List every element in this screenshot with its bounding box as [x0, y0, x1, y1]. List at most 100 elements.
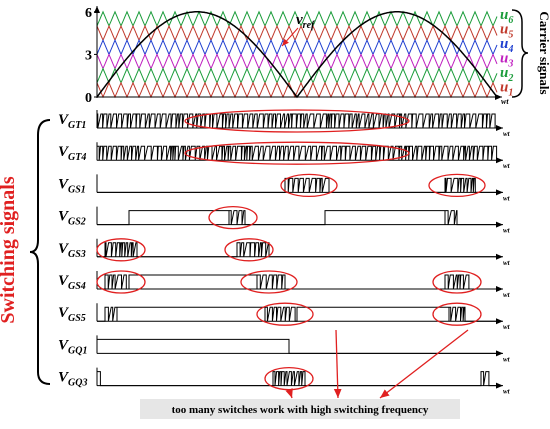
signal-label: VGS4 — [58, 273, 86, 292]
signal-label-sub: GT4 — [68, 152, 86, 163]
y-tick-label: 3 — [85, 48, 92, 63]
carrier-wave — [96, 38, 498, 56]
carrier-wave — [96, 81, 498, 99]
signal-label-sub: GS3 — [68, 249, 86, 260]
highlight — [208, 205, 258, 230]
reference-label: vref — [296, 12, 316, 31]
carrier-wave — [96, 67, 498, 85]
signal-label-main: V — [58, 273, 70, 289]
signal-label: VGQ3 — [58, 370, 87, 389]
pulse-train — [97, 177, 497, 193]
signal-label: VGS1 — [58, 176, 86, 195]
carrier-label-main: u — [500, 7, 508, 23]
pulse-train — [97, 306, 497, 322]
carrier-title: Carrier signals — [537, 11, 550, 94]
highlight — [256, 302, 314, 326]
axis-label: wt — [503, 323, 511, 331]
axis-label: wt — [503, 291, 511, 299]
carrier-label-sub: 6 — [508, 15, 513, 26]
highlight — [96, 238, 146, 262]
carrier-label-main: u — [500, 22, 508, 38]
signal-label-sub: GQ1 — [68, 345, 87, 356]
axis-label: wt — [501, 97, 509, 106]
signal-label: VGS5 — [58, 305, 86, 324]
carrier-label: u3 — [500, 51, 513, 70]
pulse-train — [97, 210, 497, 226]
carrier-label-main: u — [500, 65, 508, 81]
highlight — [432, 270, 482, 294]
highlight — [428, 173, 486, 198]
annotation-box — [140, 399, 460, 419]
right-brace — [511, 9, 529, 98]
annotation: too many switches work with high switchi… — [172, 404, 429, 416]
carrier-label: u6 — [500, 7, 513, 26]
highlight — [184, 141, 410, 165]
pulse-train — [96, 113, 497, 129]
switching-rows: VGT1wtVGT4wtVGS1wtVGS2wtVGS3wtVGS4wtVGS5… — [58, 109, 511, 399]
y-tick-label: 6 — [85, 6, 92, 21]
axis-label: wt — [503, 388, 511, 396]
carrier-label-sub: 2 — [507, 73, 513, 84]
carrier-label-sub: 5 — [508, 30, 513, 41]
left-brace — [29, 119, 51, 385]
signal-label: VGS3 — [58, 241, 86, 260]
signal-label-main: V — [58, 337, 70, 353]
signal-label-main: V — [58, 241, 70, 257]
pulse-train — [96, 145, 498, 161]
carrier-label: u2 — [500, 65, 513, 84]
signal-label-sub: GS4 — [68, 281, 86, 292]
signal-label-sub: GT1 — [68, 120, 86, 131]
axis-label: wt — [503, 355, 511, 363]
carrier-wave — [96, 24, 498, 42]
pulse-train — [97, 242, 497, 258]
reference-label-main: v — [296, 12, 303, 28]
carrier-label-main: u — [500, 51, 508, 67]
signal-label-main: V — [58, 176, 70, 192]
signal-label: VGS2 — [58, 209, 86, 228]
highlight — [240, 270, 298, 294]
carrier-label: u4 — [500, 36, 513, 55]
signal-label-sub: GS2 — [68, 217, 86, 228]
signal-label-sub: GS5 — [68, 313, 86, 324]
highlight — [264, 366, 314, 391]
axis-label: wt — [503, 227, 511, 235]
highlight — [184, 109, 410, 133]
highlight — [432, 302, 482, 326]
axis-label: wt — [503, 130, 511, 138]
y-tick-label: 0 — [85, 91, 92, 106]
pulse-train — [96, 371, 497, 387]
annotation-arrow — [285, 388, 293, 399]
carrier-label-sub: 1 — [508, 88, 513, 99]
signal-label: VGQ1 — [58, 337, 87, 356]
highlight — [96, 270, 146, 294]
signal-label: VGT4 — [58, 144, 86, 163]
axis-label: wt — [503, 259, 511, 267]
signal-label: VGT1 — [58, 112, 86, 131]
carrier-wave — [96, 53, 498, 70]
reference-arrow — [281, 27, 299, 47]
signal-label-main: V — [58, 112, 70, 128]
carrier-label: u1 — [500, 80, 513, 99]
signal-label-sub: GQ3 — [68, 378, 87, 389]
carrier-label-main: u — [500, 36, 508, 52]
signal-label-main: V — [58, 370, 70, 386]
highlight — [280, 173, 338, 198]
signal-label-main: V — [58, 209, 70, 225]
highlight — [224, 238, 274, 262]
carrier-wave — [96, 10, 498, 28]
signal-label-main: V — [58, 144, 70, 160]
carrier-label-sub: 3 — [507, 59, 513, 70]
pulse-train — [97, 274, 497, 290]
switching-title: Switching signals — [0, 176, 19, 323]
reference-label-sub: ref — [303, 20, 316, 31]
signal-label-main: V — [58, 305, 70, 321]
carrier-label-sub: 4 — [507, 44, 513, 55]
pulse-train — [96, 338, 497, 354]
annotation-arrow — [379, 329, 469, 399]
carrier-label-main: u — [500, 80, 508, 96]
annotation-arrow — [333, 329, 342, 399]
axis-label: wt — [503, 194, 511, 202]
axis-label: wt — [503, 162, 511, 170]
